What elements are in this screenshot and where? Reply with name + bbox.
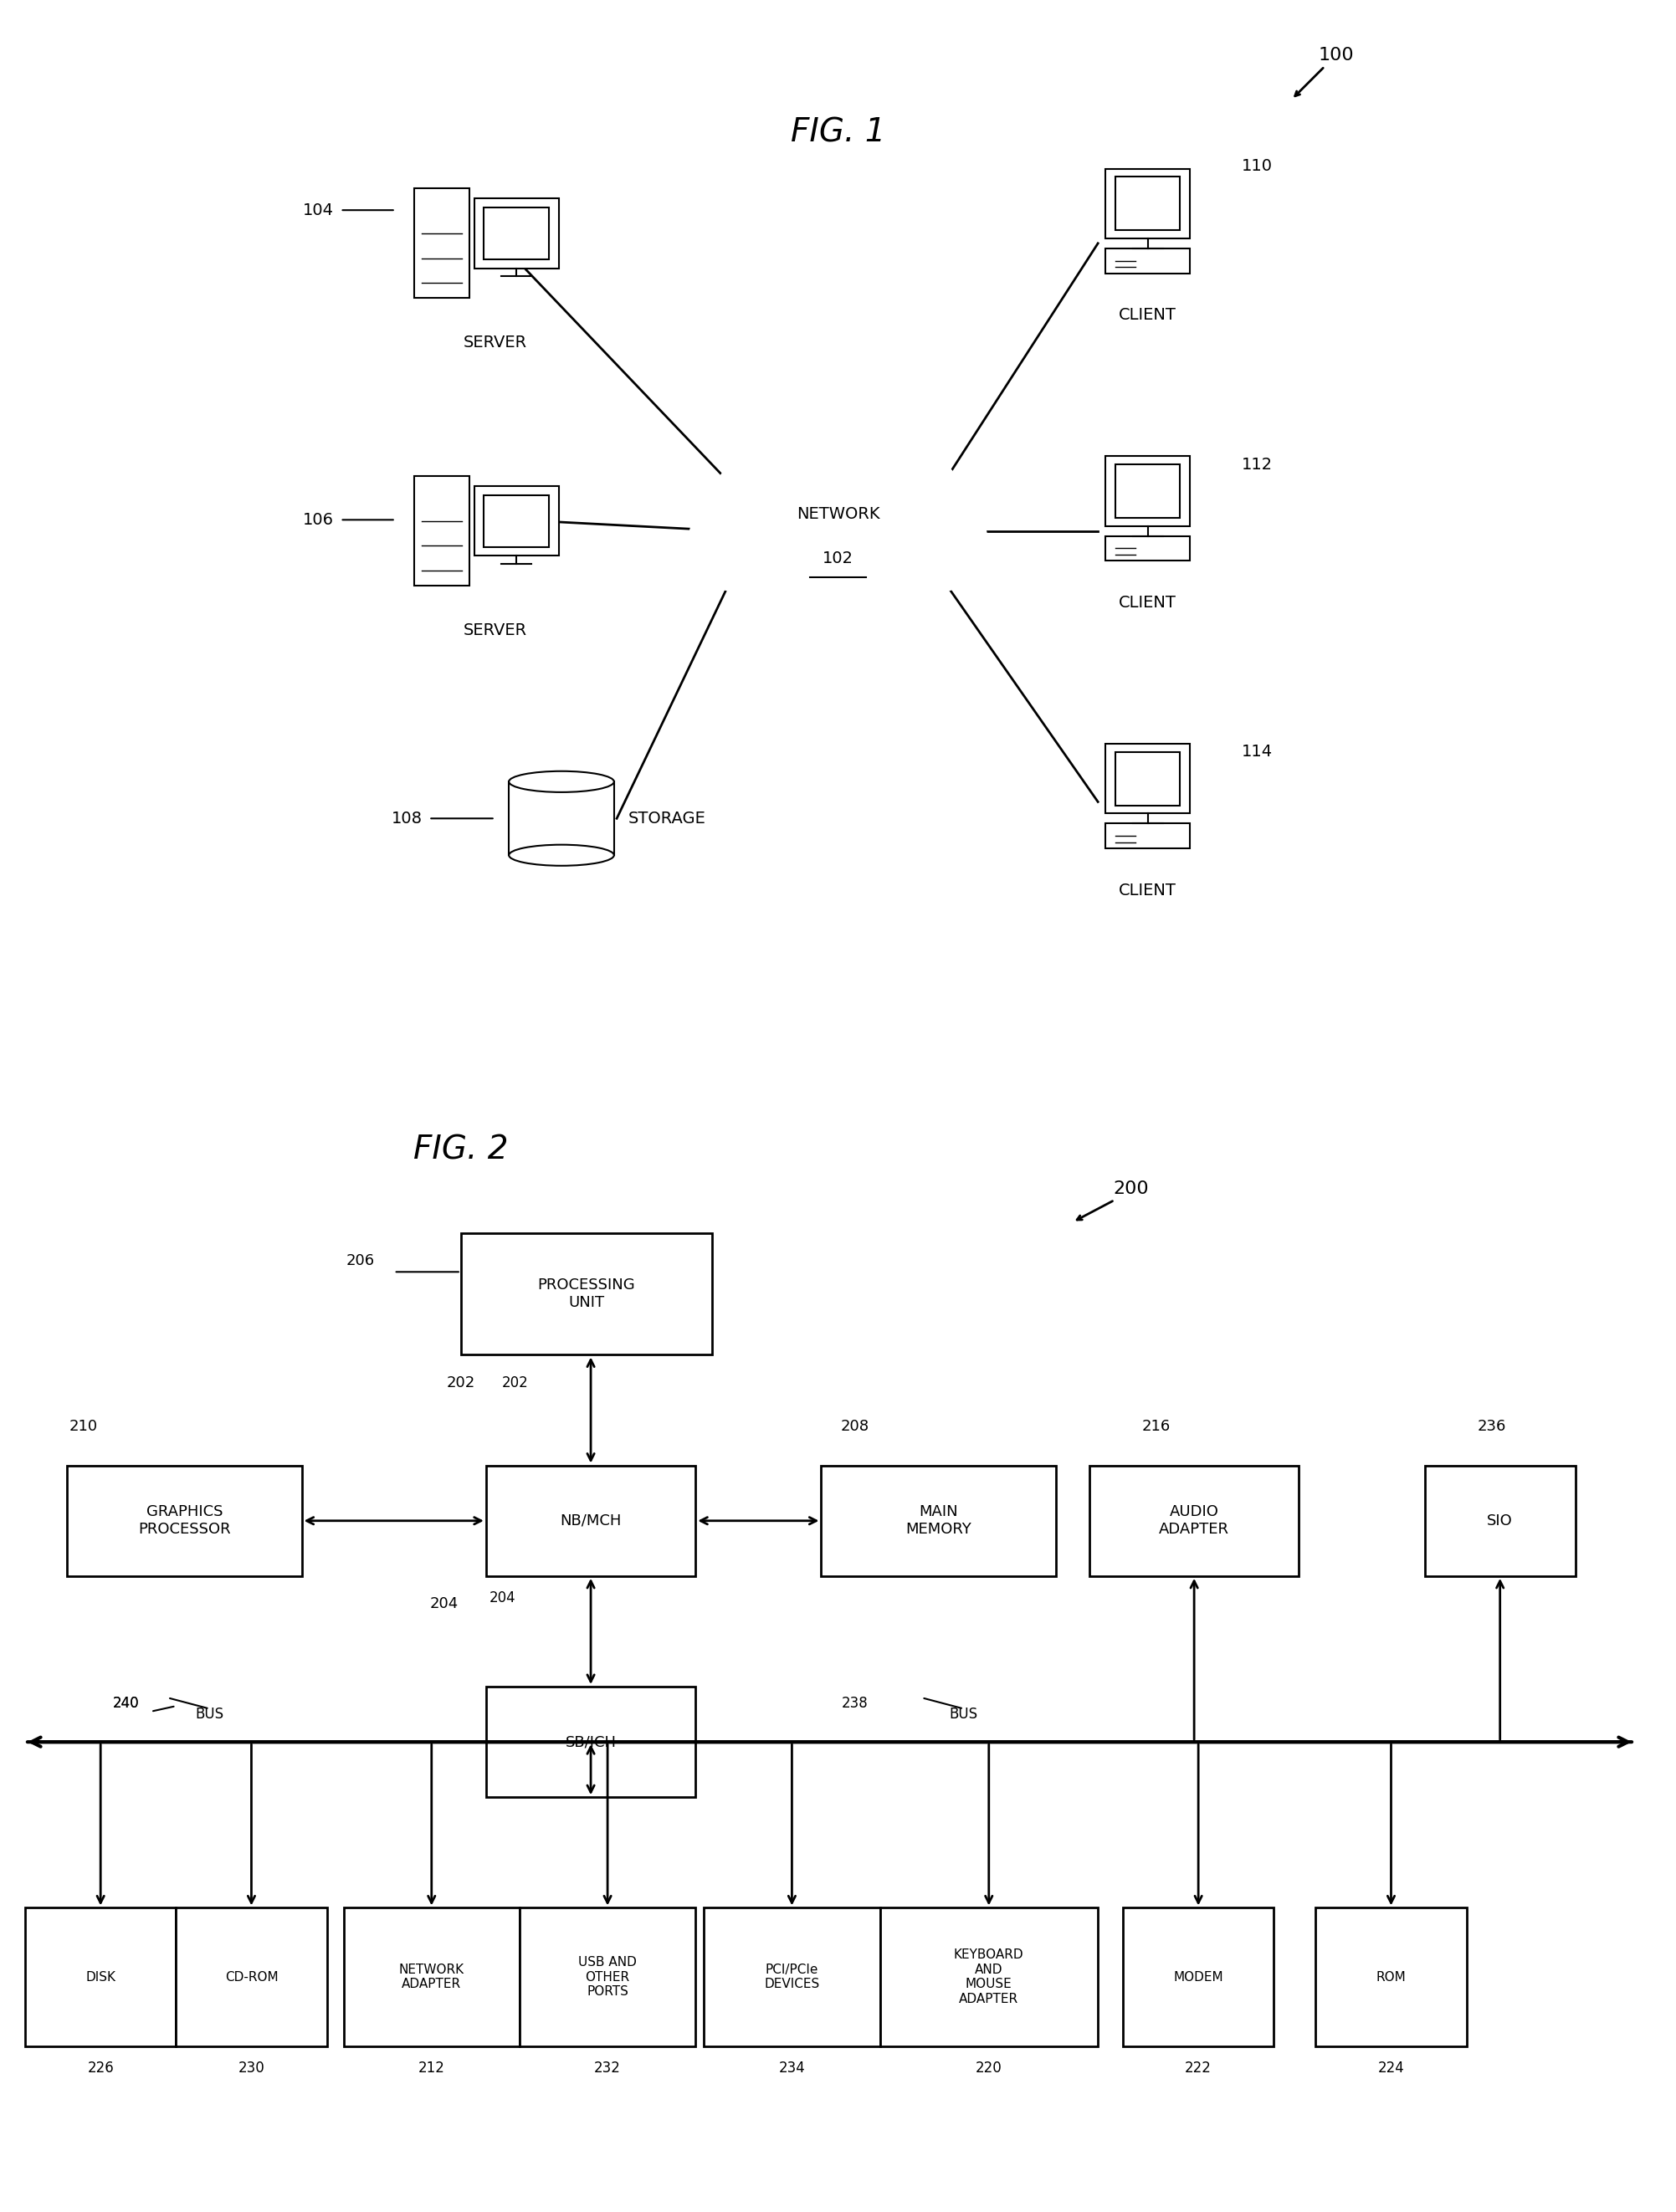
Bar: [1106, 535, 1190, 560]
FancyBboxPatch shape: [176, 1907, 327, 2046]
Text: SIO: SIO: [1487, 1513, 1513, 1528]
Circle shape: [843, 447, 965, 568]
Text: 232: 232: [595, 2062, 620, 2075]
Text: 206: 206: [345, 1254, 375, 1267]
Text: 226: 226: [87, 2062, 114, 2075]
Bar: [1115, 177, 1180, 230]
Text: CLIENT: CLIENT: [1120, 307, 1177, 323]
Bar: [484, 208, 548, 259]
FancyBboxPatch shape: [704, 1907, 880, 2046]
Bar: [414, 476, 469, 586]
Bar: [474, 199, 558, 268]
Text: 204: 204: [429, 1597, 459, 1610]
FancyBboxPatch shape: [461, 1234, 712, 1354]
Text: BUS: BUS: [949, 1708, 979, 1721]
Text: 104: 104: [303, 201, 334, 219]
Bar: [1106, 456, 1190, 526]
Text: NETWORK: NETWORK: [796, 507, 880, 522]
FancyBboxPatch shape: [821, 1464, 1056, 1575]
Text: 222: 222: [1185, 2062, 1212, 2075]
Bar: [484, 495, 548, 546]
Text: AUDIO
ADAPTER: AUDIO ADAPTER: [1160, 1504, 1229, 1537]
Circle shape: [689, 491, 788, 591]
Text: 108: 108: [391, 810, 422, 827]
Text: MODEM: MODEM: [1173, 1971, 1223, 1984]
Text: 208: 208: [840, 1420, 870, 1433]
Text: CD-ROM: CD-ROM: [225, 1971, 278, 1984]
Ellipse shape: [510, 845, 613, 865]
Circle shape: [711, 447, 833, 568]
FancyBboxPatch shape: [486, 1464, 696, 1575]
Bar: [414, 188, 469, 299]
Text: 202: 202: [446, 1376, 476, 1389]
Text: FIG. 2: FIG. 2: [414, 1135, 508, 1166]
FancyBboxPatch shape: [1316, 1907, 1466, 2046]
Text: 112: 112: [1242, 456, 1272, 473]
Text: 238: 238: [841, 1697, 868, 1710]
Text: MAIN
MEMORY: MAIN MEMORY: [905, 1504, 972, 1537]
Text: PCI/PCIe
DEVICES: PCI/PCIe DEVICES: [764, 1964, 820, 1991]
Text: CLIENT: CLIENT: [1120, 883, 1177, 898]
Text: USB AND
OTHER
PORTS: USB AND OTHER PORTS: [578, 1955, 637, 1997]
Text: 230: 230: [238, 2062, 265, 2075]
Text: SERVER: SERVER: [463, 334, 526, 352]
Text: NB/MCH: NB/MCH: [560, 1513, 622, 1528]
Text: 110: 110: [1242, 157, 1272, 175]
Bar: [1106, 743, 1190, 814]
Circle shape: [888, 491, 987, 591]
Text: 102: 102: [823, 551, 853, 566]
Text: 204: 204: [489, 1590, 516, 1606]
Text: DISK: DISK: [85, 1971, 116, 1984]
Circle shape: [754, 427, 855, 526]
Bar: [474, 487, 558, 555]
Bar: [1115, 465, 1180, 518]
Text: STORAGE: STORAGE: [628, 810, 706, 827]
Text: 100: 100: [1317, 46, 1354, 64]
Text: CLIENT: CLIENT: [1120, 595, 1177, 611]
Text: 114: 114: [1242, 743, 1272, 761]
FancyBboxPatch shape: [486, 1686, 696, 1796]
Text: GRAPHICS
PROCESSOR: GRAPHICS PROCESSOR: [137, 1504, 231, 1537]
Bar: [1106, 168, 1190, 239]
Circle shape: [783, 515, 893, 624]
FancyBboxPatch shape: [1089, 1464, 1299, 1575]
Text: 202: 202: [503, 1376, 528, 1389]
FancyBboxPatch shape: [880, 1907, 1098, 2046]
Text: NETWORK
ADAPTER: NETWORK ADAPTER: [399, 1964, 464, 1991]
Ellipse shape: [510, 772, 613, 792]
Text: 240: 240: [112, 1697, 139, 1710]
Text: ROM: ROM: [1376, 1971, 1406, 1984]
FancyBboxPatch shape: [1425, 1464, 1575, 1575]
Text: 236: 236: [1477, 1420, 1507, 1433]
Text: 234: 234: [779, 2062, 804, 2075]
Bar: [1115, 752, 1180, 805]
FancyBboxPatch shape: [25, 1907, 176, 2046]
Bar: [510, 781, 613, 856]
Text: SERVER: SERVER: [463, 622, 526, 639]
Text: 224: 224: [1378, 2062, 1404, 2075]
Text: 240: 240: [112, 1697, 139, 1710]
Bar: [1106, 248, 1190, 272]
Text: 216: 216: [1141, 1420, 1172, 1433]
Text: 200: 200: [1113, 1181, 1150, 1197]
Text: 106: 106: [303, 511, 334, 529]
Bar: [1106, 823, 1190, 847]
Circle shape: [761, 453, 915, 608]
Text: KEYBOARD
AND
MOUSE
ADAPTER: KEYBOARD AND MOUSE ADAPTER: [954, 1949, 1024, 2004]
Circle shape: [821, 427, 922, 526]
Text: PROCESSING
UNIT: PROCESSING UNIT: [538, 1279, 635, 1310]
Text: SB/ICH: SB/ICH: [565, 1734, 617, 1750]
FancyBboxPatch shape: [520, 1907, 696, 2046]
Text: FIG. 1: FIG. 1: [791, 117, 885, 148]
Text: 212: 212: [419, 2062, 444, 2075]
FancyBboxPatch shape: [67, 1464, 302, 1575]
Text: BUS: BUS: [194, 1708, 225, 1721]
Text: 210: 210: [69, 1420, 99, 1433]
FancyBboxPatch shape: [344, 1907, 520, 2046]
FancyBboxPatch shape: [1123, 1907, 1274, 2046]
Text: 220: 220: [975, 2062, 1002, 2075]
